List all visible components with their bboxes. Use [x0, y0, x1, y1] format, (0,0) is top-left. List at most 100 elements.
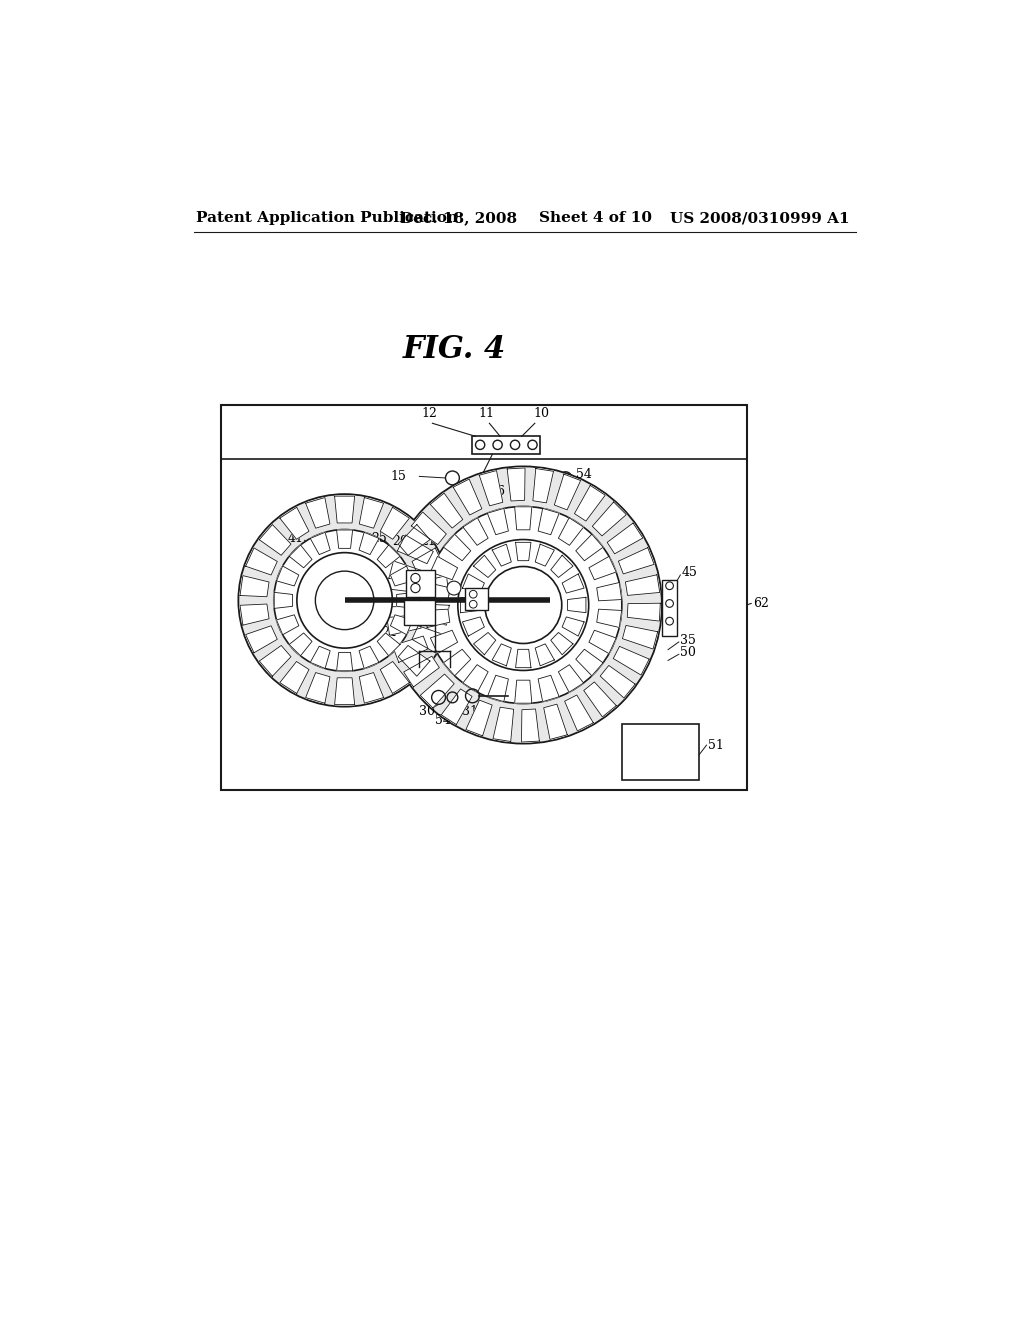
Polygon shape	[463, 616, 484, 636]
Polygon shape	[389, 561, 424, 585]
Circle shape	[458, 540, 589, 671]
Polygon shape	[554, 474, 581, 510]
Circle shape	[411, 573, 420, 582]
Polygon shape	[359, 647, 379, 668]
Polygon shape	[443, 535, 471, 561]
Polygon shape	[558, 665, 584, 692]
Polygon shape	[613, 647, 649, 675]
Text: 41: 41	[288, 532, 304, 545]
Polygon shape	[430, 557, 458, 579]
Polygon shape	[515, 680, 531, 704]
Circle shape	[315, 572, 374, 630]
Text: Dec. 18, 2008: Dec. 18, 2008	[400, 211, 517, 226]
Polygon shape	[515, 649, 531, 668]
Circle shape	[510, 441, 519, 449]
Polygon shape	[377, 634, 400, 656]
Polygon shape	[335, 496, 354, 523]
Circle shape	[239, 494, 451, 706]
Polygon shape	[337, 652, 352, 671]
Polygon shape	[473, 556, 496, 578]
Text: 20: 20	[392, 535, 409, 548]
Polygon shape	[396, 593, 415, 609]
Polygon shape	[386, 589, 419, 607]
Polygon shape	[493, 644, 511, 665]
Polygon shape	[487, 508, 508, 535]
Text: 31: 31	[462, 705, 477, 718]
Text: 25: 25	[371, 532, 386, 545]
Text: 42: 42	[545, 587, 561, 601]
Circle shape	[445, 471, 460, 484]
Polygon shape	[558, 517, 584, 545]
Polygon shape	[597, 582, 622, 601]
Bar	[403, 601, 435, 626]
Circle shape	[411, 583, 420, 593]
Polygon shape	[584, 682, 616, 717]
Polygon shape	[626, 574, 659, 595]
Polygon shape	[259, 524, 291, 556]
Polygon shape	[305, 498, 330, 528]
Circle shape	[528, 441, 538, 449]
Polygon shape	[246, 548, 278, 576]
Polygon shape	[305, 673, 330, 704]
Text: 26: 26	[309, 605, 325, 618]
Text: 40: 40	[322, 593, 338, 606]
Bar	[472, 436, 541, 454]
Text: 21: 21	[420, 535, 436, 548]
Text: 36: 36	[391, 677, 407, 690]
Polygon shape	[430, 494, 463, 528]
Polygon shape	[420, 576, 450, 597]
Polygon shape	[473, 632, 496, 655]
Polygon shape	[539, 676, 559, 702]
Polygon shape	[507, 469, 525, 502]
Text: 50: 50	[680, 647, 696, 659]
Polygon shape	[564, 696, 593, 731]
Polygon shape	[359, 673, 384, 704]
Bar	[407, 570, 435, 597]
Circle shape	[469, 601, 477, 609]
Polygon shape	[466, 700, 493, 735]
Polygon shape	[380, 661, 410, 693]
Polygon shape	[335, 677, 354, 705]
Polygon shape	[515, 507, 531, 529]
Bar	[662, 581, 677, 636]
Polygon shape	[398, 645, 430, 676]
Circle shape	[475, 441, 484, 449]
Polygon shape	[289, 634, 312, 656]
Circle shape	[447, 581, 461, 595]
Polygon shape	[274, 593, 293, 609]
Polygon shape	[479, 470, 503, 506]
Polygon shape	[551, 556, 573, 578]
Polygon shape	[280, 507, 309, 540]
Polygon shape	[390, 615, 413, 635]
Text: 45: 45	[682, 566, 697, 579]
Circle shape	[469, 590, 477, 598]
Text: 62: 62	[753, 597, 769, 610]
Polygon shape	[628, 603, 660, 622]
Polygon shape	[359, 532, 379, 554]
Polygon shape	[493, 708, 514, 742]
Text: 22: 22	[382, 626, 397, 639]
Polygon shape	[387, 615, 421, 635]
Polygon shape	[521, 709, 540, 742]
Circle shape	[297, 553, 392, 648]
Polygon shape	[551, 632, 573, 655]
Circle shape	[273, 529, 416, 672]
Polygon shape	[536, 544, 554, 566]
Circle shape	[493, 441, 502, 449]
Polygon shape	[276, 566, 299, 586]
Text: 23: 23	[515, 630, 531, 643]
Polygon shape	[607, 523, 643, 554]
Circle shape	[559, 471, 571, 484]
Polygon shape	[562, 574, 584, 593]
Polygon shape	[463, 517, 488, 545]
Circle shape	[484, 566, 562, 644]
Polygon shape	[487, 676, 508, 702]
Polygon shape	[412, 548, 443, 576]
Polygon shape	[425, 610, 450, 627]
Polygon shape	[380, 507, 410, 540]
Polygon shape	[412, 512, 446, 545]
Polygon shape	[359, 498, 384, 528]
Text: 16: 16	[489, 484, 506, 498]
Polygon shape	[539, 508, 559, 535]
Polygon shape	[397, 535, 433, 564]
